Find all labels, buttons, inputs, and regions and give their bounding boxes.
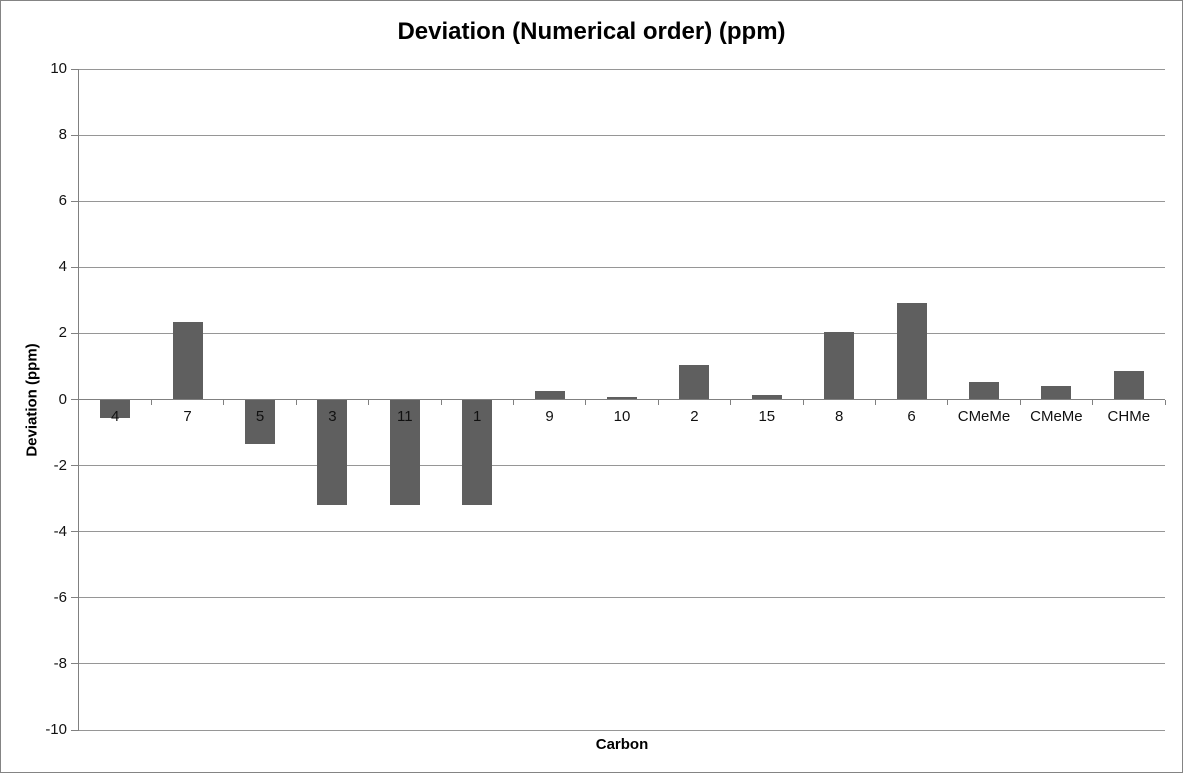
gridline — [79, 68, 1165, 70]
y-axis-tick — [71, 68, 79, 70]
y-axis-tick — [71, 597, 79, 599]
y-tick-label: -8 — [53, 654, 67, 672]
bar — [462, 399, 493, 505]
x-axis-tick — [947, 399, 949, 405]
category-label: CHMe — [1107, 407, 1151, 425]
y-tick-label: -6 — [53, 588, 67, 606]
x-axis-tick — [1092, 399, 1094, 405]
x-axis-tick — [1019, 399, 1021, 405]
category-label: 10 — [613, 407, 631, 425]
x-axis-tick — [512, 399, 514, 405]
category-label: 6 — [907, 407, 916, 425]
y-tick-label: 10 — [50, 60, 67, 77]
y-axis-tick — [71, 200, 79, 202]
category-label: 9 — [545, 407, 554, 425]
chart-title: Deviation (Numerical order) (ppm) — [397, 18, 786, 45]
x-axis-line — [79, 399, 1165, 400]
x-axis-tick — [295, 399, 297, 405]
category-label: 11 — [397, 407, 413, 425]
bar — [969, 381, 999, 400]
bar — [607, 396, 637, 400]
bar — [100, 399, 131, 418]
category-label: 7 — [183, 407, 192, 425]
gridline — [79, 134, 1165, 136]
gridline — [79, 597, 1165, 599]
x-axis-tick — [223, 399, 225, 405]
y-axis-tick — [71, 399, 79, 400]
x-axis-tick — [1164, 399, 1166, 405]
bar — [534, 390, 565, 400]
category-label: 4 — [111, 407, 120, 425]
bar — [1041, 386, 1072, 400]
y-axis-tick — [71, 332, 79, 334]
bar — [245, 399, 275, 445]
category-label: 15 — [758, 407, 776, 425]
y-axis-tick — [71, 465, 79, 467]
x-axis-tick — [150, 399, 152, 405]
x-axis-tick — [730, 399, 732, 405]
bar — [317, 399, 348, 505]
y-tick-label: 0 — [58, 390, 67, 408]
category-label: CMeMe — [957, 407, 1011, 425]
y-axis-title: Deviation (ppm) — [23, 342, 41, 457]
gridline — [79, 663, 1165, 665]
y-axis-tick — [71, 266, 79, 268]
x-axis-tick — [657, 399, 659, 405]
bar — [679, 365, 710, 400]
y-axis-tick — [71, 531, 79, 533]
gridline — [79, 266, 1165, 268]
y-tick-label: -10 — [45, 721, 67, 738]
bar — [751, 394, 782, 400]
x-axis-tick — [368, 399, 370, 405]
y-tick-label: 2 — [58, 324, 67, 342]
category-label: 8 — [835, 407, 844, 425]
y-axis-tick — [71, 134, 79, 136]
x-axis-tick — [874, 399, 876, 405]
bar — [389, 399, 420, 505]
bar — [824, 332, 855, 400]
gridline — [79, 332, 1165, 334]
x-axis-tick — [802, 399, 804, 405]
y-axis-tick — [71, 729, 79, 731]
gridline — [79, 200, 1165, 202]
y-tick-label: -4 — [53, 522, 67, 540]
category-label: 5 — [255, 407, 265, 425]
category-label: CMeMe — [1030, 407, 1083, 425]
x-axis-tick — [440, 399, 442, 405]
bar — [896, 302, 927, 400]
x-axis-title: Carbon — [595, 736, 649, 753]
x-axis-tick — [585, 399, 587, 405]
category-label: 3 — [328, 407, 337, 425]
bar — [172, 322, 203, 400]
category-label: 2 — [690, 407, 699, 425]
bar — [1113, 371, 1144, 400]
gridline — [79, 729, 1165, 731]
y-tick-label: 8 — [58, 126, 67, 144]
y-tick-label: -2 — [53, 456, 67, 474]
category-label: 1 — [473, 407, 482, 425]
gridline — [79, 531, 1165, 533]
gridline — [79, 465, 1165, 467]
y-tick-label: 6 — [58, 192, 67, 210]
y-axis-tick — [71, 663, 79, 665]
y-tick-label: 4 — [58, 258, 67, 276]
